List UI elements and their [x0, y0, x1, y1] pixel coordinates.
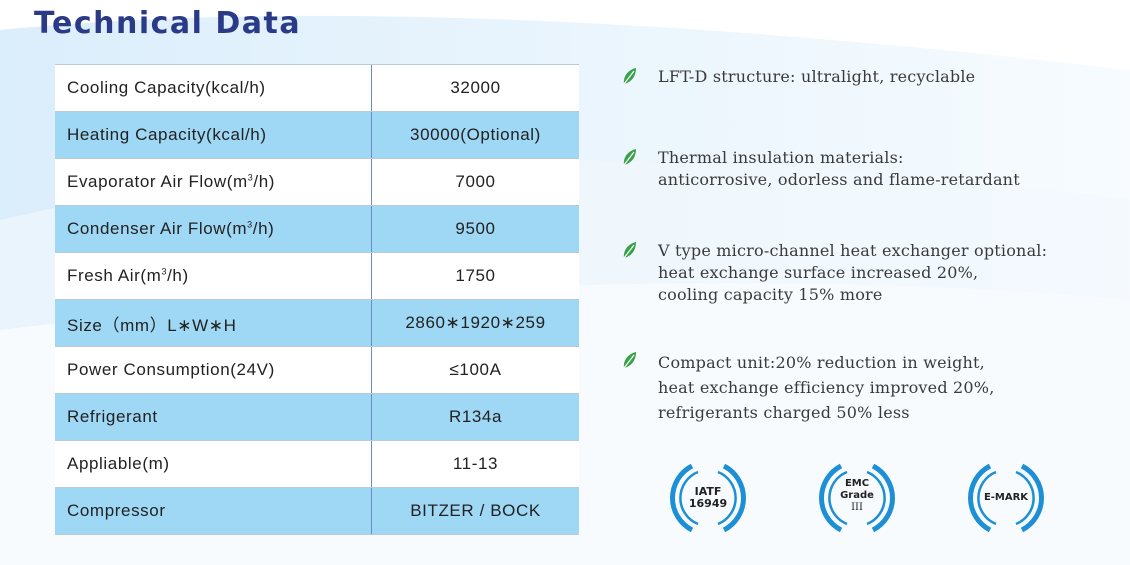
spec-label: Heating Capacity(kcal/h) [55, 111, 372, 159]
spec-label: Evaporator Air Flow(m3/h) [55, 158, 372, 206]
emark-badge: E-MARK [960, 458, 1052, 538]
table-row: Power Consumption(24V) ≤100A [55, 346, 579, 394]
spec-value: R134a [371, 393, 579, 441]
spec-label: Refrigerant [55, 393, 372, 441]
spec-value: 32000 [371, 64, 579, 112]
spec-value: 7000 [371, 158, 579, 206]
superscript: 3 [161, 266, 168, 277]
iatf-badge: IATF 16949 [662, 458, 754, 538]
spec-value: 2860∗1920∗259 [371, 299, 579, 347]
feature-line: Compact unit:20% reduction in weight, [658, 353, 985, 372]
feature-text: LFT-D structure: ultralight, recyclable [658, 66, 975, 88]
spec-label: Power Consumption(24V) [55, 346, 372, 394]
spec-value: 11-13 [371, 440, 579, 488]
feature-line: refrigerants charged 50% less [658, 403, 910, 422]
feature-text: Compact unit:20% reduction in weight, he… [658, 350, 995, 425]
badge-line: Grade [840, 490, 874, 501]
spec-label-text: Fresh Air(m [67, 266, 162, 285]
badge-line: 16949 [688, 497, 728, 510]
feature-line: heat exchange surface increased 20%, [658, 263, 979, 282]
table-row: Size（mm）L∗W∗H 2860∗1920∗259 [55, 299, 579, 347]
spec-label: Condenser Air Flow(m3/h) [55, 205, 372, 253]
spec-label: Size（mm）L∗W∗H [55, 299, 372, 347]
spec-label: Appliable(m) [55, 440, 372, 488]
badge-label: IATF 16949 [662, 486, 754, 510]
spec-label-text: Evaporator Air Flow(m [67, 172, 248, 191]
table-row: Refrigerant R134a [55, 393, 579, 441]
badge-line: E-MARK [983, 492, 1029, 503]
superscript: 3 [247, 172, 254, 183]
feature-line: Thermal insulation materials: [658, 148, 904, 167]
spec-value: 9500 [371, 205, 579, 253]
feature-line: LFT-D structure: ultralight, recyclable [658, 67, 976, 86]
feature-item: LFT-D structure: ultralight, recyclable [620, 66, 975, 88]
feature-line: cooling capacity 15% more [658, 285, 883, 304]
table-row: Cooling Capacity(kcal/h) 32000 [55, 64, 579, 112]
leaf-icon [623, 149, 636, 166]
leaf-icon [623, 242, 636, 259]
feature-text: V type micro-channel heat exchanger opti… [658, 240, 1047, 306]
laurel-ring-icon [669, 463, 747, 533]
spec-label: Cooling Capacity(kcal/h) [55, 64, 372, 112]
spec-label-text: /h) [252, 219, 275, 238]
feature-line: V type micro-channel heat exchanger opti… [658, 241, 1048, 260]
badge-line: IATF [694, 485, 722, 498]
spec-value: 1750 [371, 252, 579, 300]
badge-line: EMC [844, 478, 870, 489]
spec-label-text: Condenser Air Flow(m [67, 219, 248, 238]
spec-value: ≤100A [371, 346, 579, 394]
table-row: Appliable(m) 11-13 [55, 440, 579, 488]
leaf-icon [623, 68, 636, 85]
spec-value: 30000(Optional) [371, 111, 579, 159]
feature-item: Thermal insulation materials: anticorros… [620, 147, 1020, 191]
table-row: Condenser Air Flow(m3/h) 9500 [55, 205, 579, 253]
spec-label-text: /h) [253, 172, 276, 191]
badge-label: E-MARK [960, 492, 1052, 504]
table-row: Fresh Air(m3/h) 1750 [55, 252, 579, 300]
superscript: 3 [247, 219, 253, 230]
table-row: Heating Capacity(kcal/h) 30000(Optional) [55, 111, 579, 159]
feature-item: Compact unit:20% reduction in weight, he… [620, 350, 995, 425]
table-row: Compressor BITZER / BOCK [55, 487, 579, 535]
laurel-ring-icon [967, 463, 1045, 533]
laurel-ring-icon [818, 463, 896, 533]
spec-label: Compressor [55, 487, 372, 535]
feature-text: Thermal insulation materials: anticorros… [658, 147, 1020, 191]
spec-label: Fresh Air(m3/h) [55, 252, 372, 300]
badge-label: EMC Grade III [811, 478, 903, 514]
feature-line: heat exchange efficiency improved 20%, [658, 378, 995, 397]
table-row: Evaporator Air Flow(m3/h) 7000 [55, 158, 579, 206]
feature-item: V type micro-channel heat exchanger opti… [620, 240, 1047, 306]
emc-badge: EMC Grade III [811, 458, 903, 538]
leaf-icon [623, 352, 636, 369]
tech-spec-table: Cooling Capacity(kcal/h) 32000 Heating C… [55, 64, 579, 535]
spec-value: BITZER / BOCK [371, 487, 579, 535]
spec-label-text: /h) [167, 266, 189, 285]
page-title: Technical Data [34, 6, 302, 41]
badge-line: III [851, 502, 863, 513]
feature-line: anticorrosive, odorless and flame-retard… [658, 170, 1020, 189]
